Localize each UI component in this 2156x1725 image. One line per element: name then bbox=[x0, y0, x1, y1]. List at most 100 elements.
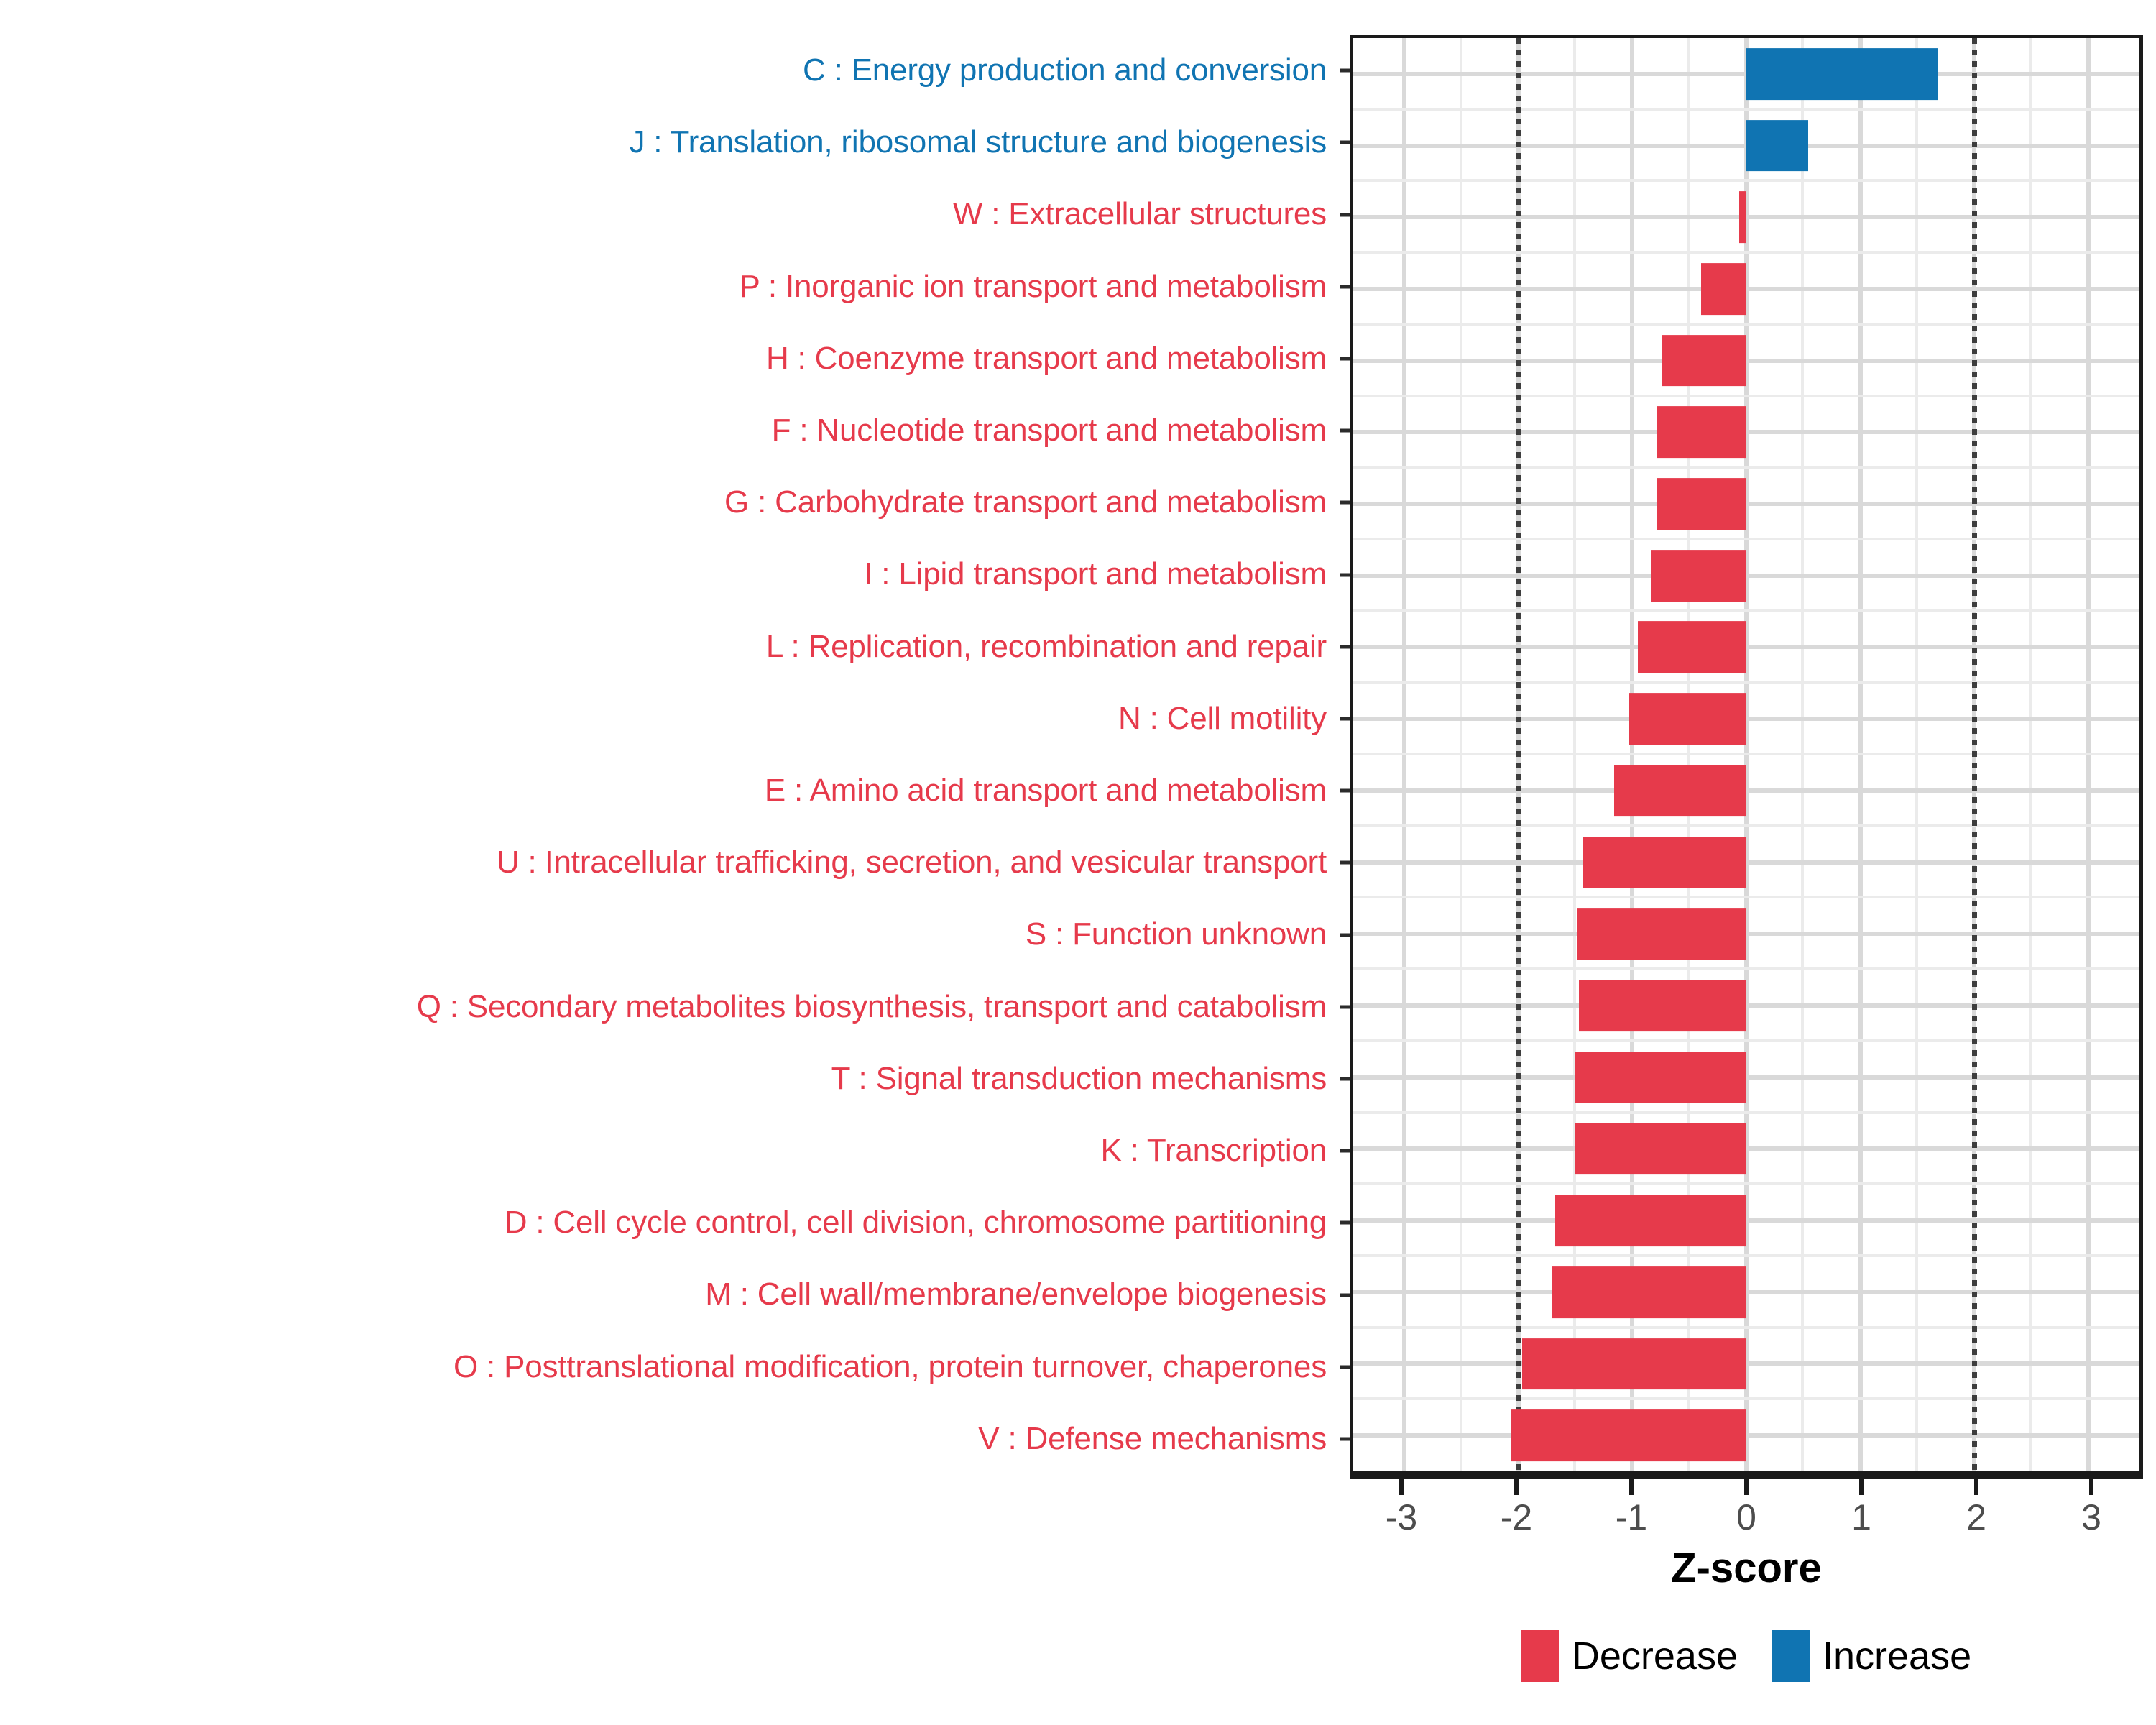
category-label-row: H : Coenzyme transport and metabolism bbox=[0, 323, 1338, 395]
y-axis-tick bbox=[1338, 971, 1350, 1043]
y-axis-tick bbox=[1338, 538, 1350, 610]
bar[interactable] bbox=[1554, 1195, 1746, 1246]
y-axis-tick bbox=[1338, 106, 1350, 178]
horizontal-gridline-minor bbox=[1353, 1397, 2139, 1401]
y-axis-tick bbox=[1338, 898, 1350, 970]
y-axis-tick bbox=[1338, 178, 1350, 250]
bar-row bbox=[1353, 1328, 2139, 1400]
bar-row bbox=[1353, 110, 2139, 182]
y-axis-tick bbox=[1338, 34, 1350, 106]
horizontal-gridline bbox=[1353, 286, 2139, 291]
horizontal-gridline-minor bbox=[1353, 824, 2139, 827]
y-axis-tick-mark bbox=[1340, 428, 1350, 433]
horizontal-gridline-minor bbox=[1353, 537, 2139, 540]
horizontal-gridline bbox=[1353, 1146, 2139, 1151]
bar-row bbox=[1353, 540, 2139, 612]
category-label: O : Posttranslational modification, prot… bbox=[453, 1348, 1327, 1384]
bar[interactable] bbox=[1578, 980, 1746, 1031]
y-axis-tick bbox=[1338, 1043, 1350, 1115]
bars-layer bbox=[1353, 38, 2139, 1471]
bar[interactable] bbox=[1511, 1409, 1746, 1462]
bar[interactable] bbox=[1746, 119, 1808, 172]
bar[interactable] bbox=[1574, 1123, 1746, 1175]
horizontal-gridline bbox=[1353, 358, 2139, 363]
category-label: W : Extracellular structures bbox=[952, 196, 1327, 232]
horizontal-gridline bbox=[1353, 717, 2139, 722]
bar[interactable] bbox=[1657, 406, 1746, 459]
bar[interactable] bbox=[1662, 334, 1746, 387]
y-axis-tick bbox=[1338, 827, 1350, 898]
legend-label: Increase bbox=[1822, 1634, 1972, 1678]
bar[interactable] bbox=[1638, 621, 1746, 673]
bar[interactable] bbox=[1657, 478, 1746, 530]
bar-row bbox=[1353, 612, 2139, 684]
legend-item-increase[interactable]: Increase bbox=[1772, 1630, 1971, 1682]
horizontal-gridline-minor bbox=[1353, 1110, 2139, 1114]
category-label-row: O : Posttranslational modification, prot… bbox=[0, 1331, 1338, 1403]
bar[interactable] bbox=[1700, 263, 1746, 315]
y-axis-tick-mark bbox=[1340, 717, 1350, 721]
category-label-row: Q : Secondary metabolites biosynthesis, … bbox=[0, 971, 1338, 1043]
horizontal-gridline bbox=[1353, 573, 2139, 578]
horizontal-gridline-minor bbox=[1353, 107, 2139, 111]
bar-row bbox=[1353, 325, 2139, 397]
x-axis-tick-label: -3 bbox=[1385, 1497, 1418, 1537]
y-axis-tick-mark bbox=[1340, 1077, 1350, 1081]
category-label: D : Cell cycle control, cell division, c… bbox=[504, 1205, 1327, 1241]
y-axis-tick-mark bbox=[1340, 788, 1350, 793]
bar[interactable] bbox=[1739, 191, 1746, 244]
category-label-row: I : Lipid transport and metabolism bbox=[0, 538, 1338, 610]
horizontal-gridline-minor bbox=[1353, 1254, 2139, 1257]
y-axis-tick-mark bbox=[1340, 500, 1350, 505]
bar[interactable] bbox=[1551, 1266, 1746, 1318]
horizontal-gridline-minor bbox=[1353, 753, 2139, 755]
bar[interactable] bbox=[1650, 549, 1746, 602]
plot-panel-inner bbox=[1353, 38, 2139, 1471]
y-axis-tick-mark bbox=[1340, 140, 1350, 144]
category-label: N : Cell motility bbox=[1118, 700, 1327, 736]
y-axis-tick bbox=[1338, 251, 1350, 323]
category-label-row: N : Cell motility bbox=[0, 683, 1338, 755]
y-axis-tick-mark bbox=[1340, 573, 1350, 577]
bar-row bbox=[1353, 755, 2139, 827]
x-axis-tick-label: 0 bbox=[1736, 1497, 1756, 1537]
y-axis-tick-mark bbox=[1340, 1437, 1350, 1441]
category-label-row: S : Function unknown bbox=[0, 898, 1338, 970]
y-axis-tick-mark bbox=[1340, 285, 1350, 289]
y-axis-tick-marks bbox=[1338, 34, 1350, 1475]
horizontal-gridline bbox=[1353, 1361, 2139, 1366]
bar-row bbox=[1353, 468, 2139, 540]
bar[interactable] bbox=[1614, 764, 1746, 816]
category-label: S : Function unknown bbox=[1025, 916, 1327, 952]
y-axis-tick bbox=[1338, 611, 1350, 683]
y-axis-tick bbox=[1338, 1115, 1350, 1187]
legend-item-decrease[interactable]: Decrease bbox=[1521, 1630, 1738, 1682]
category-label-row: W : Extracellular structures bbox=[0, 178, 1338, 250]
x-axis-line bbox=[1350, 1475, 2143, 1479]
x-axis-tick-mark bbox=[1399, 1479, 1404, 1495]
category-label: J : Translation, ribosomal structure and… bbox=[629, 124, 1327, 160]
horizontal-gridline bbox=[1353, 932, 2139, 937]
x-axis-tick-mark bbox=[1629, 1479, 1634, 1495]
x-axis-tick-label: 3 bbox=[2081, 1497, 2101, 1537]
horizontal-gridline bbox=[1353, 1003, 2139, 1008]
bar[interactable] bbox=[1521, 1338, 1746, 1390]
bar-row bbox=[1353, 397, 2139, 469]
bar[interactable] bbox=[1583, 836, 1746, 888]
bar-row bbox=[1353, 1399, 2139, 1471]
x-axis-tick-label: 2 bbox=[1966, 1497, 1986, 1537]
bar[interactable] bbox=[1746, 47, 1938, 100]
bar[interactable] bbox=[1628, 693, 1746, 745]
bar-row bbox=[1353, 970, 2139, 1041]
bar-row bbox=[1353, 827, 2139, 898]
legend-swatch bbox=[1521, 1630, 1559, 1682]
bar-row bbox=[1353, 181, 2139, 253]
category-label-row: U : Intracellular trafficking, secretion… bbox=[0, 827, 1338, 898]
bar[interactable] bbox=[1575, 1051, 1746, 1103]
category-label-row: J : Translation, ribosomal structure and… bbox=[0, 106, 1338, 178]
horizontal-gridline bbox=[1353, 1289, 2139, 1294]
bar[interactable] bbox=[1577, 908, 1746, 960]
y-axis-tick-mark bbox=[1340, 1365, 1350, 1369]
plot-panel bbox=[1350, 34, 2143, 1475]
